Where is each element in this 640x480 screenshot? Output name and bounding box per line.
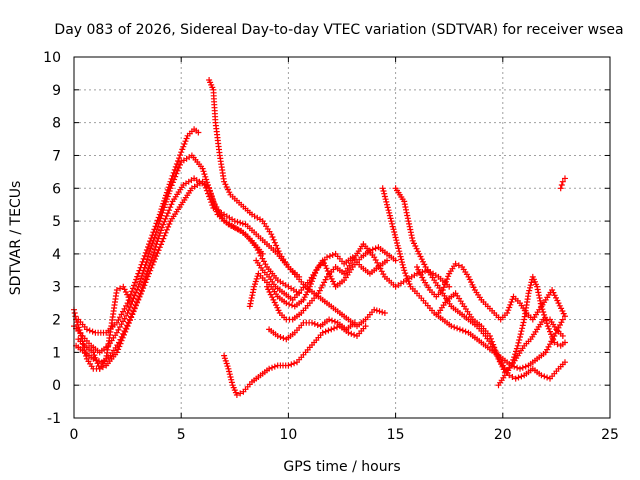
x-tick-label: 15 [387, 427, 405, 443]
y-tick-label: 0 [52, 378, 61, 394]
x-axis-label: GPS time / hours [283, 459, 400, 475]
y-tick-label: 3 [52, 280, 61, 296]
y-tick-label: 6 [52, 181, 61, 197]
y-tick-label: 7 [52, 148, 61, 164]
data-point-markers [379, 185, 566, 372]
y-tick-label: 1 [52, 345, 61, 361]
data-layer [71, 77, 568, 398]
series-trace-j [253, 250, 391, 303]
x-tick-label: 5 [177, 427, 186, 443]
chart-title: Day 083 of 2026, Sidereal Day-to-day VTE… [54, 22, 623, 38]
y-tick-label: 4 [52, 247, 61, 263]
series-trace-l [379, 185, 566, 372]
series-trace-k [266, 316, 358, 343]
data-point-markers [253, 250, 391, 303]
y-tick-label: -1 [47, 411, 61, 427]
data-point-markers [206, 77, 388, 330]
series-trace-o [435, 273, 568, 376]
data-point-markers [73, 175, 303, 366]
x-tick-label: 0 [70, 427, 79, 443]
series-trace-n [414, 260, 568, 323]
data-point-markers [435, 273, 568, 376]
data-point-markers [75, 126, 202, 336]
data-point-markers [414, 260, 568, 323]
series-trace-p [495, 316, 566, 389]
data-point-markers [266, 316, 358, 343]
data-point-markers [221, 323, 369, 398]
y-tick-label: 2 [52, 313, 61, 329]
tick-layer: 0 5 10 15 20 25 -1 0 1 2 3 4 5 6 7 8 9 10 [43, 50, 619, 443]
y-tick-label: 5 [52, 214, 61, 230]
series-trace-c [75, 126, 202, 336]
x-tick-label: 10 [279, 427, 297, 443]
data-point-markers [495, 316, 566, 389]
series-trace-g [221, 323, 369, 398]
series-trace-f [206, 77, 388, 330]
plot-frame [73, 56, 611, 419]
series-trace-b [73, 175, 303, 366]
y-tick-label: 8 [52, 116, 61, 132]
y-tick-label: 9 [52, 83, 61, 99]
data-point-markers [557, 175, 568, 192]
x-tick-label: 20 [494, 427, 512, 443]
y-tick-label: 10 [43, 50, 61, 66]
y-axis-label: SDTVAR / TECUs [8, 181, 24, 296]
x-tick-label: 25 [601, 427, 619, 443]
series-trace-q [557, 175, 568, 192]
